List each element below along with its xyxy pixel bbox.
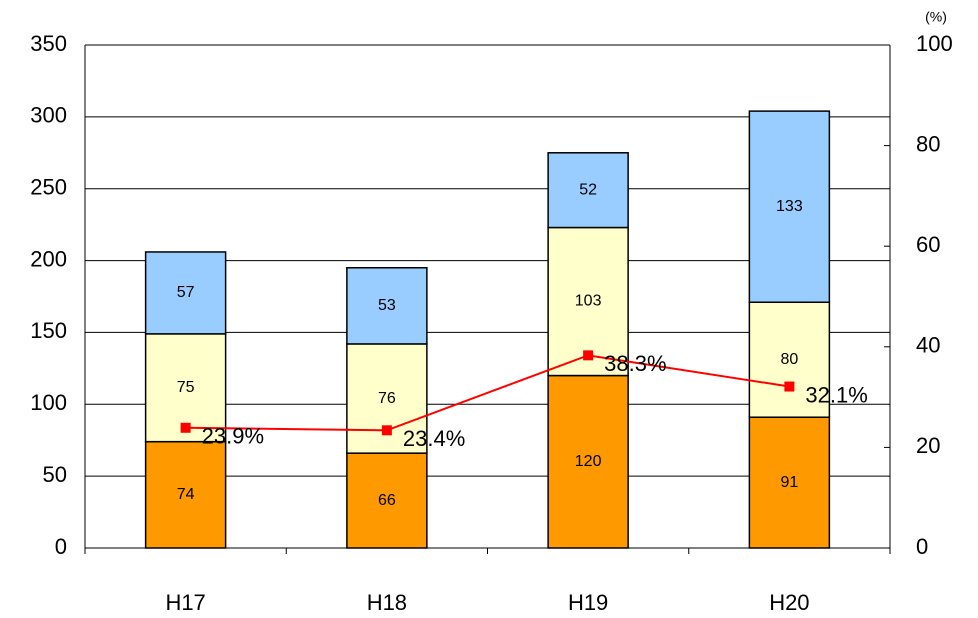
- x-tick-label: H18: [367, 590, 407, 615]
- bar-segment: [748, 416, 831, 549]
- y-tick-label: 0: [55, 534, 67, 559]
- bar-label: 75: [177, 379, 195, 396]
- bar-label: 103: [575, 293, 602, 310]
- bar-label: 66: [378, 492, 396, 509]
- bar-label: 133: [776, 198, 803, 215]
- x-tick-label: H19: [568, 590, 608, 615]
- y-tick-label: 200: [30, 246, 67, 271]
- bar-segment: [346, 267, 428, 345]
- line: [185, 354, 790, 432]
- y-tick-label: 300: [30, 103, 67, 128]
- bar-label: 57: [177, 284, 195, 301]
- y-tick-label: 150: [30, 318, 67, 343]
- bar-segment: [144, 440, 227, 549]
- bar-label: 52: [579, 181, 597, 198]
- y2-tick-label: 100: [916, 31, 953, 56]
- bar-segment: [547, 374, 629, 549]
- y-tick-label: 250: [30, 175, 67, 200]
- bar-segment: [144, 251, 227, 335]
- y-tick-label: 100: [30, 390, 67, 415]
- line-marker: [381, 425, 392, 436]
- y2-tick-label: 60: [916, 232, 940, 257]
- bar-label: 53: [378, 297, 396, 314]
- line-marker: [180, 422, 191, 433]
- y2-axis-label: (%): [925, 9, 947, 25]
- y2-tick-label: 80: [916, 131, 940, 156]
- bar-segment: [547, 152, 629, 229]
- line-label: 23.9%: [202, 424, 264, 449]
- x-tick-label: H20: [769, 590, 809, 615]
- bar-label: 76: [378, 390, 396, 407]
- line-label: 38.3%: [604, 351, 666, 376]
- bar-label: 80: [780, 351, 798, 368]
- bar-segment: [748, 110, 831, 303]
- bar-label: 91: [780, 474, 798, 491]
- y-tick-label: 50: [43, 462, 67, 487]
- y-tick-label: 350: [30, 31, 67, 56]
- bar-label: 120: [575, 453, 602, 470]
- x-tick-label: H17: [165, 590, 205, 615]
- y2-tick-label: 40: [916, 333, 940, 358]
- bar-label: 74: [177, 486, 195, 503]
- line-label: 32.1%: [805, 382, 867, 407]
- line-label: 23.4%: [403, 426, 465, 451]
- line-marker: [583, 350, 594, 361]
- y2-tick-label: 0: [916, 534, 928, 559]
- y2-tick-label: 20: [916, 433, 940, 458]
- line-marker: [784, 381, 795, 392]
